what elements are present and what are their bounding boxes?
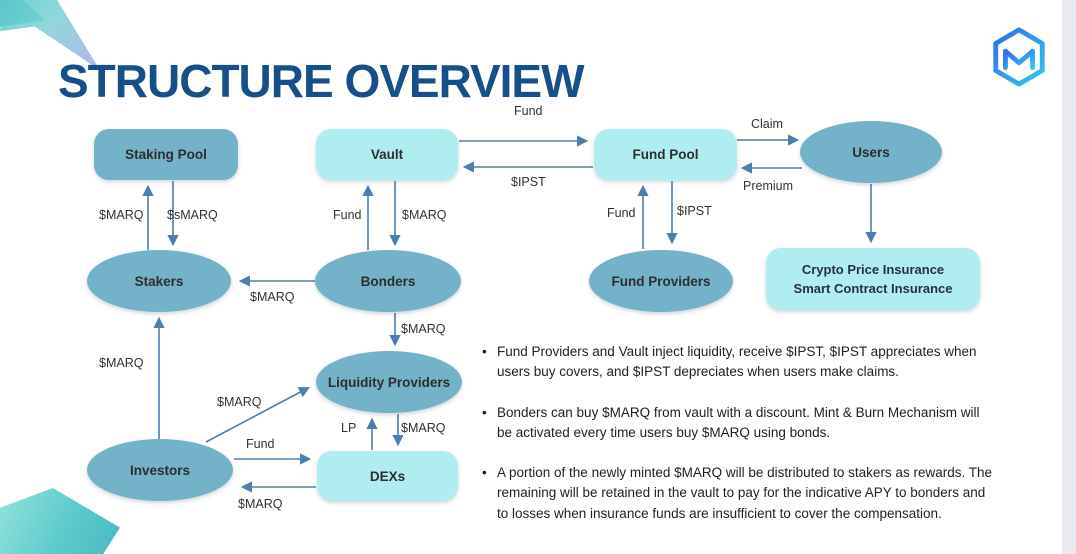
- node-label: Stakers: [134, 273, 184, 289]
- note-item: • Bonders can buy $MARQ from vault with …: [482, 403, 992, 444]
- node-investors: Investors: [87, 439, 233, 501]
- node-label: Fund Providers: [611, 273, 711, 289]
- node-label: Bonders: [360, 273, 416, 289]
- notes-list: • Fund Providers and Vault inject liquid…: [482, 342, 992, 544]
- edge-label-investors-dexs: Fund: [246, 437, 275, 451]
- node-label: Users: [852, 144, 890, 160]
- edge-label-dexs-investors: $MARQ: [238, 497, 283, 511]
- node-staking-pool: Staking Pool: [94, 129, 238, 180]
- node-label: Vault: [370, 147, 404, 162]
- edge-label-fundproviders-fundpool: Fund: [607, 206, 636, 220]
- page-title: STRUCTURE OVERVIEW: [58, 55, 585, 107]
- note-text: Fund Providers and Vault inject liquidit…: [497, 344, 977, 380]
- note-item: • Fund Providers and Vault inject liquid…: [482, 342, 992, 383]
- edge-label-fundpool-fundproviders: $IPST: [677, 204, 712, 218]
- edge-label-vault-bonders: $MARQ: [402, 208, 447, 222]
- node-label: Staking Pool: [125, 147, 207, 162]
- bullet-icon: •: [482, 344, 487, 359]
- node-label: Crypto Price Insurance Smart Contract In…: [794, 260, 953, 299]
- node-fund-pool: Fund Pool: [594, 129, 737, 180]
- edge-label-bonders-stakers: $MARQ: [250, 290, 295, 304]
- edge-label-stakingpool-stakers: $sMARQ: [167, 208, 218, 222]
- node-dexs: DEXs: [317, 451, 458, 501]
- node-bonders: Bonders: [315, 250, 461, 312]
- edge-label-dexs-lp: LP: [341, 421, 357, 435]
- scrollbar-track[interactable]: [1062, 0, 1076, 554]
- insurance-line-2: Smart Contract Insurance: [793, 281, 953, 296]
- bullet-icon: •: [482, 465, 487, 480]
- insurance-line-1: Crypto Price Insurance: [801, 261, 945, 277]
- edge-label-investors-lp: $MARQ: [217, 395, 262, 409]
- note-item: • A portion of the newly minted $MARQ wi…: [482, 463, 992, 524]
- edge-label-fundpool-users: Claim: [751, 117, 783, 131]
- node-label: Liquidity Providers: [327, 374, 451, 390]
- note-text: A portion of the newly minted $MARQ will…: [497, 465, 992, 521]
- edge-label-lp-dexs: $MARQ: [401, 421, 446, 435]
- edge-label-users-fundpool: Premium: [743, 179, 794, 193]
- node-liquidity-providers: Liquidity Providers: [316, 351, 462, 413]
- edge-label-investors-stakers: $MARQ: [99, 356, 144, 370]
- edge-label-bonders-vault: Fund: [333, 208, 362, 222]
- node-label: Investors: [129, 462, 191, 478]
- note-text: Bonders can buy $MARQ from vault with a …: [497, 404, 980, 440]
- brand-logo-icon: [993, 27, 1045, 87]
- node-stakers: Stakers: [87, 250, 231, 312]
- node-users: Users: [800, 121, 942, 183]
- node-label: DEXs: [369, 468, 406, 484]
- edge-label-vault-fundpool: Fund: [514, 104, 543, 118]
- node-label: Fund Pool: [632, 147, 699, 162]
- edge-label-stakers-stakingpool: $MARQ: [99, 208, 144, 222]
- bullet-icon: •: [482, 404, 487, 420]
- edge-label-bonders-lp: $MARQ: [401, 322, 446, 336]
- edge-label-fundpool-vault: $IPST: [511, 175, 546, 189]
- node-fund-providers: Fund Providers: [589, 250, 733, 312]
- node-insurance: Crypto Price Insurance Smart Contract In…: [766, 248, 980, 310]
- node-vault: Vault: [316, 129, 458, 180]
